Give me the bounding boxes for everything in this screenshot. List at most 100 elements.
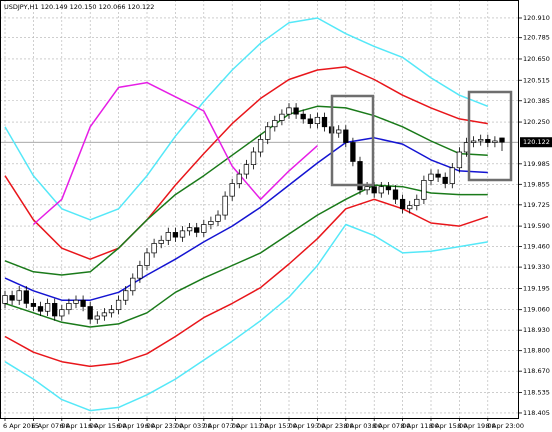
x-tick-label: 8 Apr 15:00 xyxy=(429,422,467,430)
candle-body xyxy=(421,180,427,200)
candle-body xyxy=(371,186,377,194)
candle-body xyxy=(350,142,356,162)
x-tick-label: 8 Apr 23:00 xyxy=(486,422,524,430)
indicator-line xyxy=(32,81,318,226)
candle-body xyxy=(343,129,349,143)
candle-body xyxy=(357,161,363,191)
y-tick-label: 119.060 xyxy=(523,306,550,314)
candle-body xyxy=(66,303,72,311)
indicator-line xyxy=(4,184,488,328)
y-tick-label: 118.405 xyxy=(523,409,550,417)
candle-body xyxy=(165,232,171,241)
candle-body xyxy=(222,195,228,216)
highlight-box xyxy=(330,94,375,187)
x-tick-label: 6 Apr 15:00 xyxy=(88,422,126,430)
y-tick-label: 120.785 xyxy=(523,34,550,42)
candle-body xyxy=(23,290,29,304)
candles xyxy=(2,103,505,324)
candle-body xyxy=(442,176,448,184)
y-tick-label: 118.930 xyxy=(523,326,550,334)
y-tick-label: 118.800 xyxy=(523,347,550,355)
candle-body xyxy=(123,290,129,301)
y-tick-label: 120.385 xyxy=(523,97,550,105)
indicators xyxy=(4,17,489,412)
candle-body xyxy=(16,290,22,301)
y-tick-label: 119.855 xyxy=(523,180,550,188)
y-tick-label: 119.725 xyxy=(523,201,550,209)
candle-body xyxy=(364,186,370,191)
y-tick-label: 119.330 xyxy=(523,263,550,271)
candle-body xyxy=(87,306,93,320)
y-tick-label: 119.460 xyxy=(523,243,550,251)
candle-body xyxy=(492,140,498,143)
candle-body xyxy=(158,239,164,244)
candle-body xyxy=(456,151,463,169)
candle-body xyxy=(215,214,221,222)
y-tick-label: 119.195 xyxy=(523,284,550,292)
candle-body xyxy=(229,183,235,197)
candle-body xyxy=(470,140,477,143)
highlight-box xyxy=(467,90,513,182)
candle-body xyxy=(250,151,257,165)
candle-body xyxy=(392,189,399,200)
candle-body xyxy=(499,137,505,143)
candle-body xyxy=(314,116,321,124)
candle-body xyxy=(399,198,406,210)
x-tick-label: 8 Apr 11:00 xyxy=(401,422,439,430)
candle-body xyxy=(293,107,299,115)
candle-body xyxy=(151,243,157,254)
x-tick-label: 8 Apr 07:00 xyxy=(372,422,410,430)
candle-body xyxy=(37,306,44,312)
x-tick-label: 6 Apr 2015 xyxy=(3,422,39,430)
y-tick-label: 120.250 xyxy=(523,118,550,126)
candle-body xyxy=(101,312,108,317)
indicator-line xyxy=(4,105,488,276)
grid xyxy=(0,0,519,418)
candle-body xyxy=(44,303,51,312)
candle-body xyxy=(428,173,434,181)
candle-body xyxy=(208,221,214,225)
indicator-line xyxy=(4,223,488,412)
x-tick-label: 7 Apr 07:00 xyxy=(202,422,240,430)
y-tick-label: 118.535 xyxy=(523,388,550,396)
candle-body xyxy=(236,173,242,184)
candle-body xyxy=(243,164,250,175)
candle-body xyxy=(279,113,285,121)
y-tick-label: 120.650 xyxy=(523,55,550,63)
candle-body xyxy=(52,303,58,317)
candle-body xyxy=(108,309,115,314)
x-tick-label: 8 Apr 19:00 xyxy=(457,422,495,430)
indicator-line xyxy=(4,66,488,260)
x-tick-label: 6 Apr 07:00 xyxy=(31,422,69,430)
candle-body xyxy=(385,186,392,191)
y-tick-label: 120.515 xyxy=(523,76,550,84)
y-tick-label: 118.670 xyxy=(523,367,550,375)
x-tick-label: 7 Apr 19:00 xyxy=(287,422,325,430)
indicator-line xyxy=(4,17,489,221)
candle-body xyxy=(115,299,122,311)
candle-body xyxy=(449,167,455,184)
candle-body xyxy=(257,139,264,153)
chart-title: USDJPY,H1 120.149 120.150 120.066 120.12… xyxy=(4,3,154,11)
candle-body xyxy=(485,139,491,143)
current-price-label: 120.122 xyxy=(523,138,550,146)
indicator-line xyxy=(4,198,489,368)
x-tick-label: 6 Apr 19:00 xyxy=(117,422,155,430)
axes: 120.910 120.785 120.650 120.515 120.385 120.2… xyxy=(3,14,552,430)
candle-body xyxy=(478,139,484,142)
x-tick-label: 7 Apr 03:00 xyxy=(173,422,211,430)
current-price-box xyxy=(520,137,552,148)
candle-body xyxy=(300,113,306,120)
candle-body xyxy=(94,315,100,320)
candle-body xyxy=(172,232,179,238)
candle-body xyxy=(286,107,292,115)
x-tick-label: 8 Apr 03:00 xyxy=(344,422,382,430)
candle-body xyxy=(80,299,86,307)
candle-body xyxy=(272,120,278,128)
candle-body xyxy=(378,186,384,194)
candle-body xyxy=(73,299,79,304)
candle-body xyxy=(130,277,136,292)
candle-body xyxy=(307,118,313,124)
